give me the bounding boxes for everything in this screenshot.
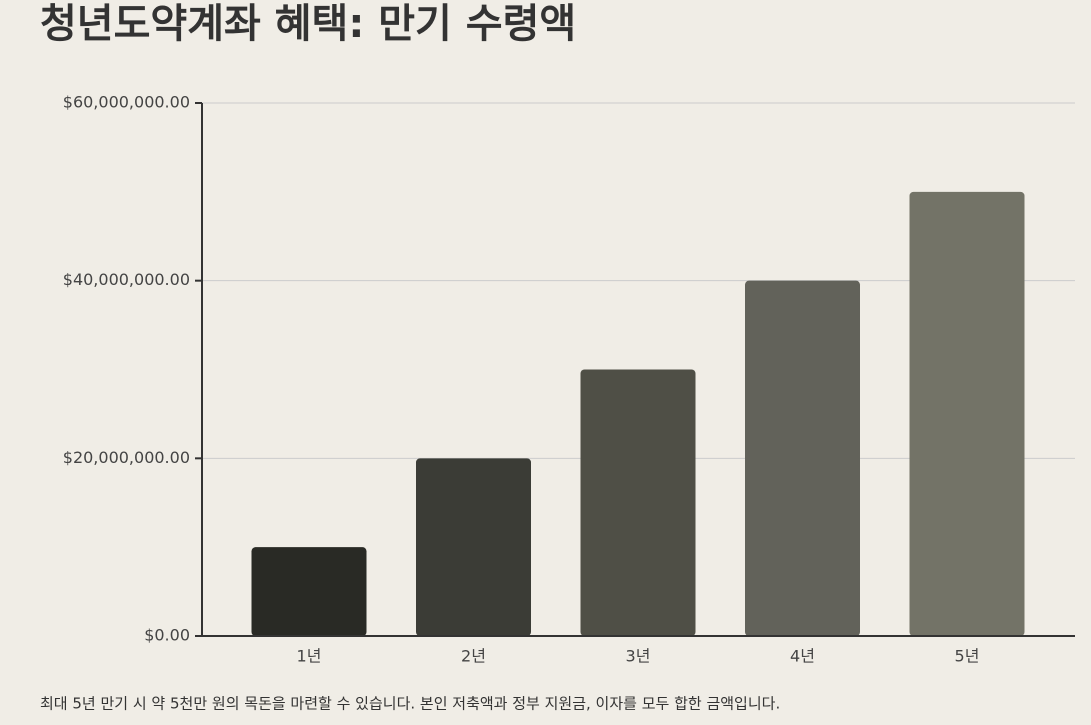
x-tick-label: 3년	[626, 647, 651, 666]
bar	[745, 280, 860, 636]
bar	[416, 458, 531, 636]
x-tick-label: 5년	[955, 647, 980, 666]
y-tick-label: $20,000,000.00	[63, 448, 190, 467]
x-tick-label: 2년	[461, 647, 486, 666]
bar	[580, 369, 696, 636]
bar	[251, 547, 367, 636]
chart-title: 청년도약계좌 혜택: 만기 수령액	[40, 1, 576, 47]
caption: 최대 5년 만기 시 약 5천만 원의 목돈을 마련할 수 있습니다. 본인 저…	[40, 695, 780, 713]
y-tick-label: $40,000,000.00	[63, 270, 190, 289]
y-tick-label: $60,000,000.00	[63, 93, 190, 112]
bar	[909, 191, 1025, 637]
x-tick-label: 1년	[297, 647, 322, 666]
y-tick-label: $0.00	[144, 626, 190, 645]
x-tick-label: 4년	[790, 647, 815, 666]
